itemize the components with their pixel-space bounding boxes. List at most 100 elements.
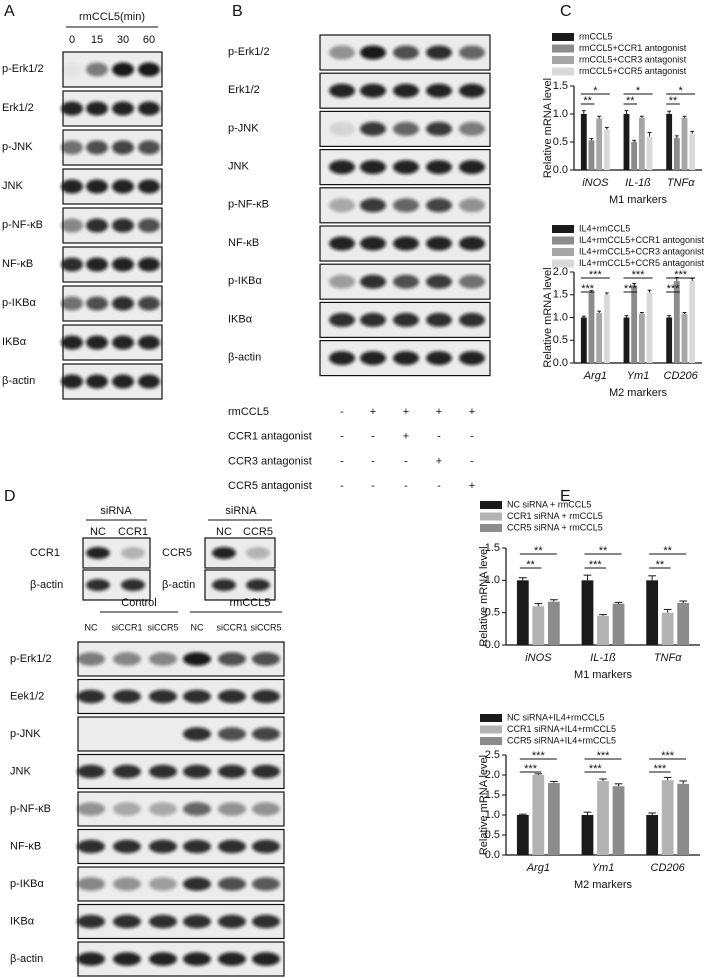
significance-label: **: [599, 545, 608, 557]
panel-label: B: [232, 3, 243, 20]
error-bar: [583, 574, 592, 581]
row-label: β-actin: [30, 579, 63, 591]
blot-band: [77, 839, 105, 854]
error-bar: [581, 315, 586, 318]
blot-band: [212, 579, 236, 591]
row-label: p-JNK: [10, 728, 41, 740]
error-bar: [690, 130, 695, 134]
y-tick-label: 0.0: [485, 849, 500, 861]
x-tick-label: CD206: [664, 370, 699, 382]
row-label: β-actin: [2, 375, 35, 387]
blot-band: [183, 689, 211, 704]
treatment-sign: -: [340, 455, 344, 467]
error-bar: [549, 780, 558, 783]
blot-band: [113, 764, 141, 779]
blot-band: [77, 689, 105, 704]
blot-band: [149, 802, 177, 816]
panel-label: E: [560, 488, 571, 505]
row-label: β-actin: [10, 953, 43, 965]
error-bar: [647, 289, 652, 293]
blot-band: [61, 218, 83, 233]
legend-label: IL4+rmCCL5: [579, 223, 630, 233]
row-label: p-NF-κB: [228, 199, 269, 211]
blot-band: [393, 83, 419, 98]
x-tick-label: TNFα: [667, 177, 695, 189]
treatment-label: rmCCL5: [228, 406, 269, 418]
blot-band: [426, 45, 452, 60]
blot-band: [426, 160, 452, 175]
blot-band: [393, 236, 419, 251]
blot-band: [252, 914, 280, 929]
y-tick-label: 0.0: [485, 639, 500, 651]
treatment-sign: -: [404, 480, 408, 492]
x-tick-label: Arg1: [526, 862, 550, 874]
bar: [681, 117, 688, 170]
blot-frame: [77, 641, 285, 677]
blot: [319, 187, 491, 224]
error-bar: [589, 138, 594, 141]
blot-band: [112, 62, 134, 77]
blot-band: [149, 952, 177, 966]
blot-band: [77, 952, 105, 966]
error-bar: [682, 311, 687, 314]
legend-label: CCR1 siRNA+IL4+rmCCL5: [507, 724, 616, 734]
blot-band: [218, 727, 246, 741]
bar: [516, 580, 529, 645]
legend-swatch: [552, 248, 574, 256]
legend-label: CCR1 siRNA + rmCCL5: [507, 511, 603, 521]
legend-swatch: [480, 501, 502, 509]
blot: [319, 110, 491, 148]
row-label: JNK: [2, 180, 23, 192]
error-bar: [614, 783, 623, 787]
blot-band: [426, 83, 452, 98]
treatment-label: CCR5 antagonist: [228, 480, 312, 492]
blot-band: [138, 335, 160, 350]
row-label: β-actin: [162, 579, 195, 591]
significance-label: ***: [524, 763, 538, 775]
blot-band: [426, 198, 452, 213]
blot: [319, 72, 491, 109]
legend-label: rmCCL5+CCR3 antagonist: [579, 54, 687, 64]
significance-label: **: [663, 545, 672, 557]
y-tick-label: 2.0: [553, 266, 568, 278]
error-bar: [679, 600, 688, 603]
row-label: CCR5: [162, 547, 192, 559]
blot-band: [112, 179, 134, 194]
legend-swatch: [552, 33, 574, 41]
legend-swatch: [552, 225, 574, 233]
y-tick-label: 1.0: [553, 108, 568, 120]
blot-frame: [77, 791, 285, 827]
blot: [77, 941, 285, 977]
blot: [61, 363, 163, 400]
treatment-label: CCR1 antagonist: [228, 431, 312, 443]
treatment-sign: -: [470, 431, 474, 443]
legend-swatch: [552, 67, 574, 76]
blot-band: [218, 952, 246, 966]
blot-band: [360, 83, 386, 98]
bar: [677, 783, 690, 855]
blot-band: [360, 198, 386, 213]
blot: [61, 246, 163, 283]
blot-band: [86, 140, 108, 155]
blot-band: [459, 351, 485, 366]
error-bar: [667, 110, 672, 114]
lane-label: NC: [85, 622, 98, 632]
error-bar: [632, 282, 637, 286]
legend-swatch: [552, 236, 574, 245]
lane-label: 15: [91, 34, 103, 46]
bar: [689, 133, 696, 170]
lane-label: 30: [117, 34, 129, 46]
blot-band: [393, 121, 419, 136]
row-label: p-IKBα: [2, 297, 37, 309]
legend-label: rmCCL5+CCR5 antagonist: [579, 66, 687, 76]
row-label: NF-κB: [2, 258, 33, 270]
blot-band: [252, 727, 280, 741]
y-axis-label: Relative mRNA level: [478, 755, 490, 855]
x-tick-label: CD206: [651, 862, 686, 874]
blot-band: [329, 236, 355, 251]
blot: [77, 678, 285, 715]
treatment-sign: -: [371, 431, 375, 443]
error-bar: [599, 614, 607, 616]
blot: [61, 324, 163, 361]
row-label: p-NF-κB: [2, 219, 43, 231]
